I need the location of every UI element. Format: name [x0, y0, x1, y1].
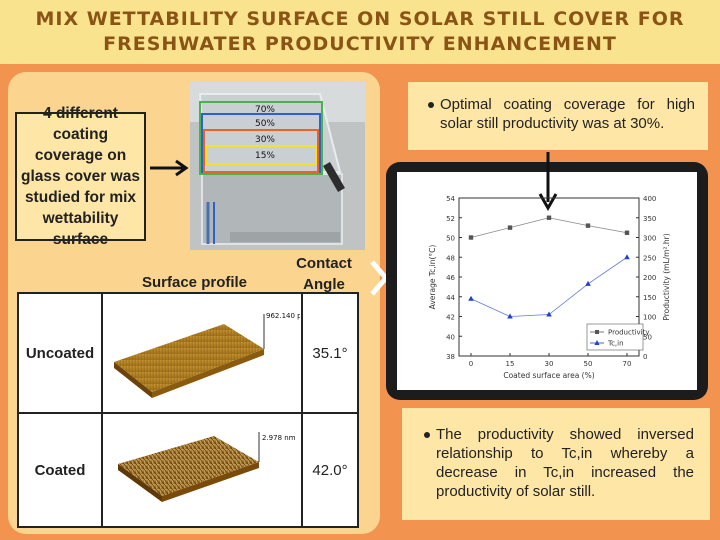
legend-label: Productivity: [608, 329, 650, 337]
title-line-2: freshwater productivity enhancement: [103, 33, 617, 55]
y-left-axis-label: Average Tc,in(°C): [428, 245, 437, 310]
surface-profile-table: Uncoated 962.140 pm 35.1° Coat: [17, 292, 359, 528]
coverage-30-outline: [203, 129, 319, 173]
y-right-tick-label: 350: [643, 215, 656, 223]
y-left-tick-label: 42: [446, 314, 455, 322]
y-left-tick-label: 40: [446, 333, 455, 341]
y-right-tick-label: 150: [643, 294, 656, 302]
y-left-tick-label: 48: [446, 254, 455, 262]
legend-marker-productivity: [595, 330, 599, 334]
contact-angle-uncoated: 35.1°: [301, 292, 359, 414]
y-right-tick-label: 250: [643, 254, 656, 262]
x-tick-label: 30: [545, 360, 554, 368]
arrow-down-icon: [538, 152, 558, 212]
y-right-tick-label: 200: [643, 274, 656, 282]
scale-label-coated: 2.978 nm: [262, 434, 296, 442]
data-point-tcin: [507, 313, 513, 319]
title-line-1: Mix wettability surface on solar still c…: [35, 8, 685, 30]
bullet-icon: [424, 432, 430, 438]
legend-label: Tc,in: [607, 340, 624, 348]
y-right-axis-label: Productivity (mL/m².hr): [662, 233, 671, 320]
row-label-coated: Coated: [17, 412, 103, 528]
y-left-tick-label: 50: [446, 235, 455, 243]
table-row-uncoated: Uncoated 962.140 pm 35.1°: [17, 292, 359, 414]
scale-label-uncoated: 962.140 pm: [266, 312, 300, 320]
description-text: 4 different coating coverage on glass co…: [21, 105, 140, 248]
description-box: 4 different coating coverage on glass co…: [15, 105, 146, 248]
coverage-label-50: 50%: [255, 119, 275, 129]
y-left-tick-label: 46: [446, 274, 455, 282]
table-row-coated: Coated 2.978 nm 42.0°: [17, 412, 359, 528]
y-left-tick-label: 54: [446, 195, 455, 203]
y-right-tick-label: 100: [643, 314, 656, 322]
data-point-productivity: [585, 223, 591, 228]
relationship-note: The productivity showed inversed relatio…: [402, 408, 710, 520]
x-axis-label: Coated surface area (%): [503, 371, 594, 380]
data-point-productivity: [468, 235, 474, 240]
contact-angle-coated: 42.0°: [301, 412, 359, 528]
data-point-tcin: [546, 311, 552, 317]
x-tick-label: 50: [584, 360, 593, 368]
title-banner: Mix wettability surface on solar still c…: [0, 0, 720, 64]
x-tick-label: 70: [623, 360, 632, 368]
coverage-label-70: 70%: [255, 105, 275, 115]
coverage-15-outline: [205, 145, 317, 165]
surface-3d-coated: 2.978 nm: [118, 432, 296, 502]
photo-illustration: 70% 50% 30% 15%: [190, 82, 365, 250]
legend-marker-tcin: [594, 340, 600, 345]
data-point-tcin: [468, 295, 474, 301]
y-left-tick-label: 38: [446, 353, 455, 361]
bullet-icon: [428, 102, 434, 108]
contact-angle-header: Contact Angle: [296, 255, 352, 293]
series-line-productivity: [470, 217, 628, 238]
data-point-productivity: [546, 215, 552, 220]
arrow-to-photo-icon: [150, 159, 189, 177]
data-point-tcin: [624, 254, 630, 260]
glass-cover-photo: 70% 50% 30% 15%: [190, 82, 365, 250]
optimal-coverage-text: Optimal coating coverage for high solar …: [440, 96, 695, 132]
relationship-text: The productivity showed inversed relatio…: [436, 426, 694, 500]
productivity-chart: 3840424446485052540501001502002503003504…: [428, 195, 671, 380]
coverage-label-15: 15%: [255, 151, 275, 161]
surface-profile-coated: 2.978 nm: [101, 412, 303, 528]
data-point-productivity: [624, 230, 630, 235]
data-point-productivity: [507, 225, 513, 230]
row-label-uncoated: Uncoated: [17, 292, 103, 414]
legend-box: [586, 323, 644, 351]
surface-profile-uncoated: 962.140 pm: [101, 292, 309, 414]
data-point-tcin: [585, 280, 591, 286]
coverage-label-30: 30%: [255, 135, 275, 145]
y-left-tick-label: 44: [446, 294, 455, 302]
y-right-tick-label: 400: [643, 195, 656, 203]
y-right-tick-label: 50: [643, 333, 652, 341]
surface-profile-header: Surface profile: [142, 274, 248, 291]
y-left-tick-label: 52: [446, 215, 455, 223]
y-right-tick-label: 0: [643, 353, 647, 361]
coverage-70-outline: [199, 101, 323, 175]
optimal-coverage-note: Optimal coating coverage for high solar …: [408, 82, 708, 150]
x-tick-label: 15: [506, 360, 515, 368]
series-line-tcin: [470, 256, 628, 317]
surface-3d-uncoated: 962.140 pm: [114, 312, 309, 398]
x-tick-label: 0: [469, 360, 473, 368]
y-right-tick-label: 300: [643, 235, 656, 243]
